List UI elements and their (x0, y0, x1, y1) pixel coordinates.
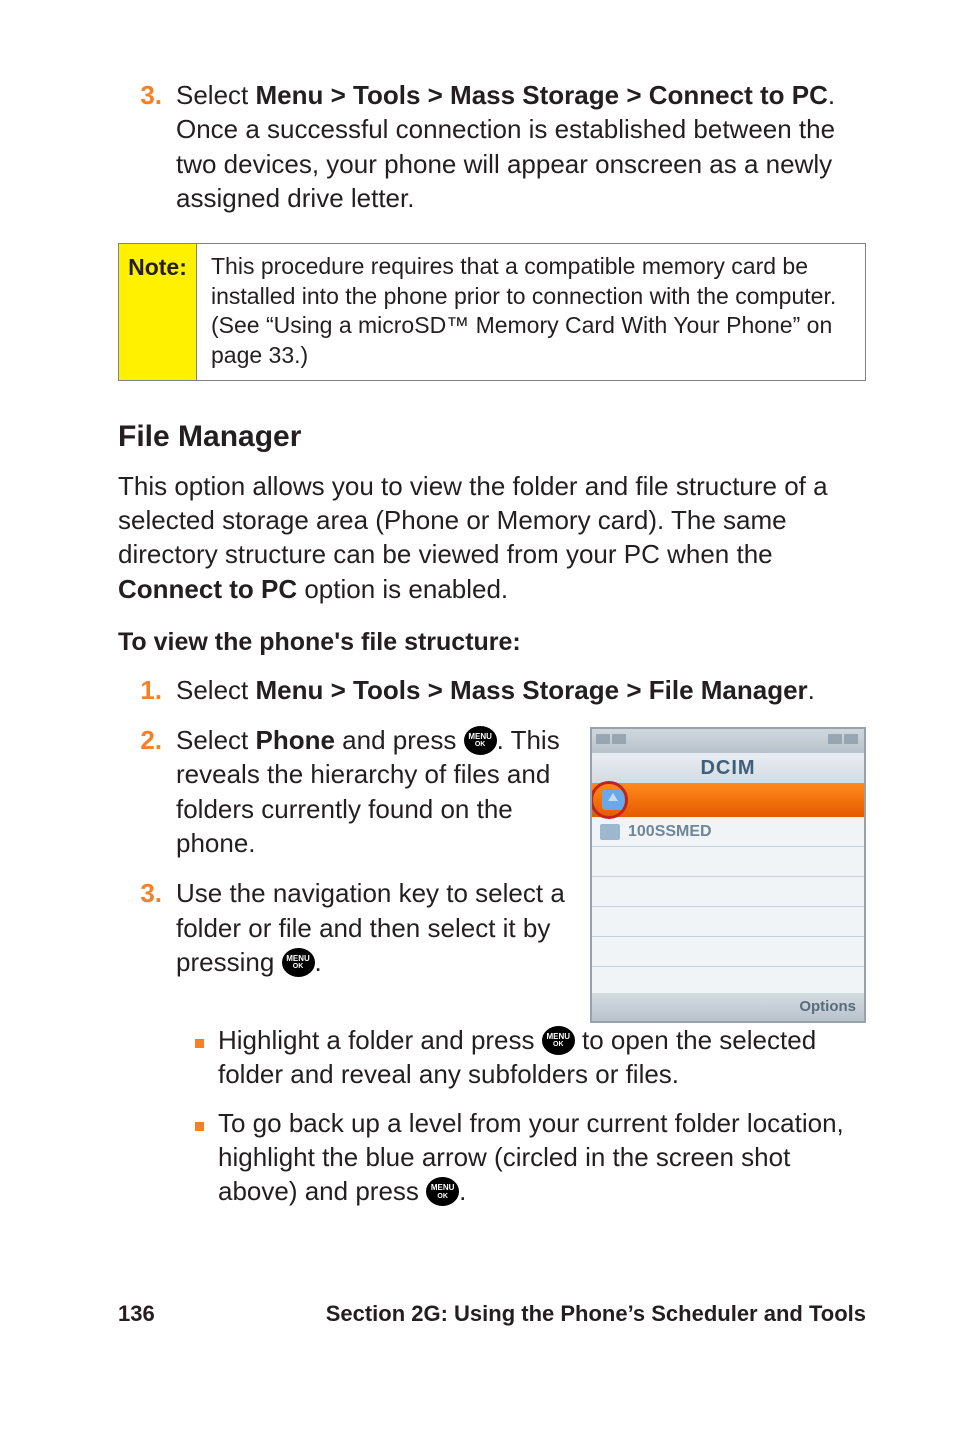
step-3: 3. Select Menu > Tools > Mass Storage > … (118, 78, 866, 215)
intro-pre: This option allows you to view the folde… (118, 471, 828, 570)
menu-key-top: MENU (286, 954, 310, 963)
step-body: Use the navigation key to select a folde… (176, 876, 570, 979)
b1-pre: Highlight a folder and press (218, 1025, 542, 1055)
s1-post: . (808, 675, 815, 705)
up-folder-icon (602, 790, 626, 810)
note-label: Note: (128, 252, 187, 282)
procedure-subhead: To view the phone's file structure: (118, 626, 866, 659)
section-label: Section 2G: Using the Phone’s Scheduler … (326, 1299, 866, 1328)
menu-key-bottom: OK (430, 1193, 455, 1200)
step-number: 1. (140, 675, 162, 705)
screenshot-title: DCIM (592, 753, 864, 783)
page-footer: 136 Section 2G: Using the Phone’s Schedu… (118, 1299, 866, 1328)
note-text: This procedure requires that a compatibl… (197, 244, 865, 380)
step-body: Select Menu > Tools > Mass Storage > Fil… (176, 673, 866, 707)
square-bullet-icon (195, 1122, 204, 1131)
menu-key-top: MENU (468, 732, 492, 741)
bullet-marker-cell (176, 1106, 218, 1209)
screenshot-empty-row (592, 847, 864, 877)
step-number-cell: 3. (118, 78, 176, 215)
step-number-cell: 1. (118, 673, 176, 707)
bullet-1: Highlight a folder and press MENUOK to o… (176, 1023, 866, 1092)
signal-icon (596, 734, 628, 748)
s3-pre: Use the navigation key to select a folde… (176, 878, 565, 977)
s1-pre: Select (176, 675, 256, 705)
menu-key-top: MENU (431, 1183, 455, 1192)
step3-bold: Menu > Tools > Mass Storage > Connect to… (256, 80, 828, 110)
bullet-2: To go back up a level from your current … (176, 1106, 866, 1209)
menu-ok-key-icon: MENUOK (426, 1177, 459, 1206)
screenshot-folder-row: 100SSMED (592, 817, 864, 847)
phone-screenshot: DCIM 100SSMED Options (590, 727, 866, 1023)
menu-ok-key-icon: MENUOK (542, 1026, 575, 1055)
step-number-cell: 3. (118, 876, 176, 979)
page-number: 136 (118, 1299, 155, 1328)
list-step-3: 3. Use the navigation key to select a fo… (118, 876, 570, 979)
step-number-cell: 2. (118, 723, 176, 860)
two-column-region: 2. Select Phone and press MENUOK. This r… (118, 723, 866, 1023)
list-step-2: 2. Select Phone and press MENUOK. This r… (118, 723, 570, 860)
screenshot-selected-row (592, 783, 864, 817)
menu-key-top: MENU (546, 1032, 570, 1041)
s3-post: . (315, 947, 322, 977)
bullet-marker-cell (176, 1023, 218, 1092)
menu-ok-key-icon: MENUOK (464, 726, 497, 755)
list-step-1: 1. Select Menu > Tools > Mass Storage > … (118, 673, 866, 707)
step-number: 3. (140, 878, 162, 908)
screenshot-empty-row (592, 937, 864, 967)
left-column: 2. Select Phone and press MENUOK. This r… (118, 723, 570, 995)
note-box: Note: This procedure requires that a com… (118, 243, 866, 381)
step-body: Select Phone and press MENUOK. This reve… (176, 723, 570, 860)
screenshot-empty-row (592, 877, 864, 907)
square-bullet-icon (195, 1039, 204, 1048)
s2-mid: and press (335, 725, 464, 755)
step-number: 3. (140, 80, 162, 110)
screenshot-softkey-label: Options (799, 997, 856, 1017)
b2-pre: To go back up a level from your current … (218, 1108, 844, 1207)
step-body: Select Menu > Tools > Mass Storage > Con… (176, 78, 866, 215)
step-number: 2. (140, 725, 162, 755)
step3-pre: Select (176, 80, 256, 110)
screenshot-softkey-bar: Options (592, 993, 864, 1021)
screenshot-empty-row (592, 907, 864, 937)
intro-paragraph: This option allows you to view the folde… (118, 469, 866, 606)
screenshot-status-bar (592, 729, 864, 753)
intro-bold: Connect to PC (118, 574, 297, 604)
menu-ok-key-icon: MENUOK (282, 948, 315, 977)
sub-bullet-block: Highlight a folder and press MENUOK to o… (118, 1023, 866, 1209)
b2-post: . (459, 1176, 466, 1206)
note-label-cell: Note: (119, 244, 197, 380)
screenshot-folder-name: 100SSMED (628, 821, 712, 842)
s2-pre: Select (176, 725, 256, 755)
folder-icon (600, 824, 620, 840)
s2-bold: Phone (256, 725, 335, 755)
menu-key-bottom: OK (546, 1041, 571, 1048)
intro-post: option is enabled. (297, 574, 508, 604)
note-row: Note: This procedure requires that a com… (119, 244, 865, 380)
battery-icon (828, 734, 860, 748)
menu-key-bottom: OK (468, 741, 493, 748)
bullet-body: Highlight a folder and press MENUOK to o… (218, 1023, 866, 1092)
section-heading: File Manager (118, 417, 866, 457)
bullet-body: To go back up a level from your current … (218, 1106, 866, 1209)
menu-key-bottom: OK (286, 963, 311, 970)
s1-bold: Menu > Tools > Mass Storage > File Manag… (256, 675, 808, 705)
